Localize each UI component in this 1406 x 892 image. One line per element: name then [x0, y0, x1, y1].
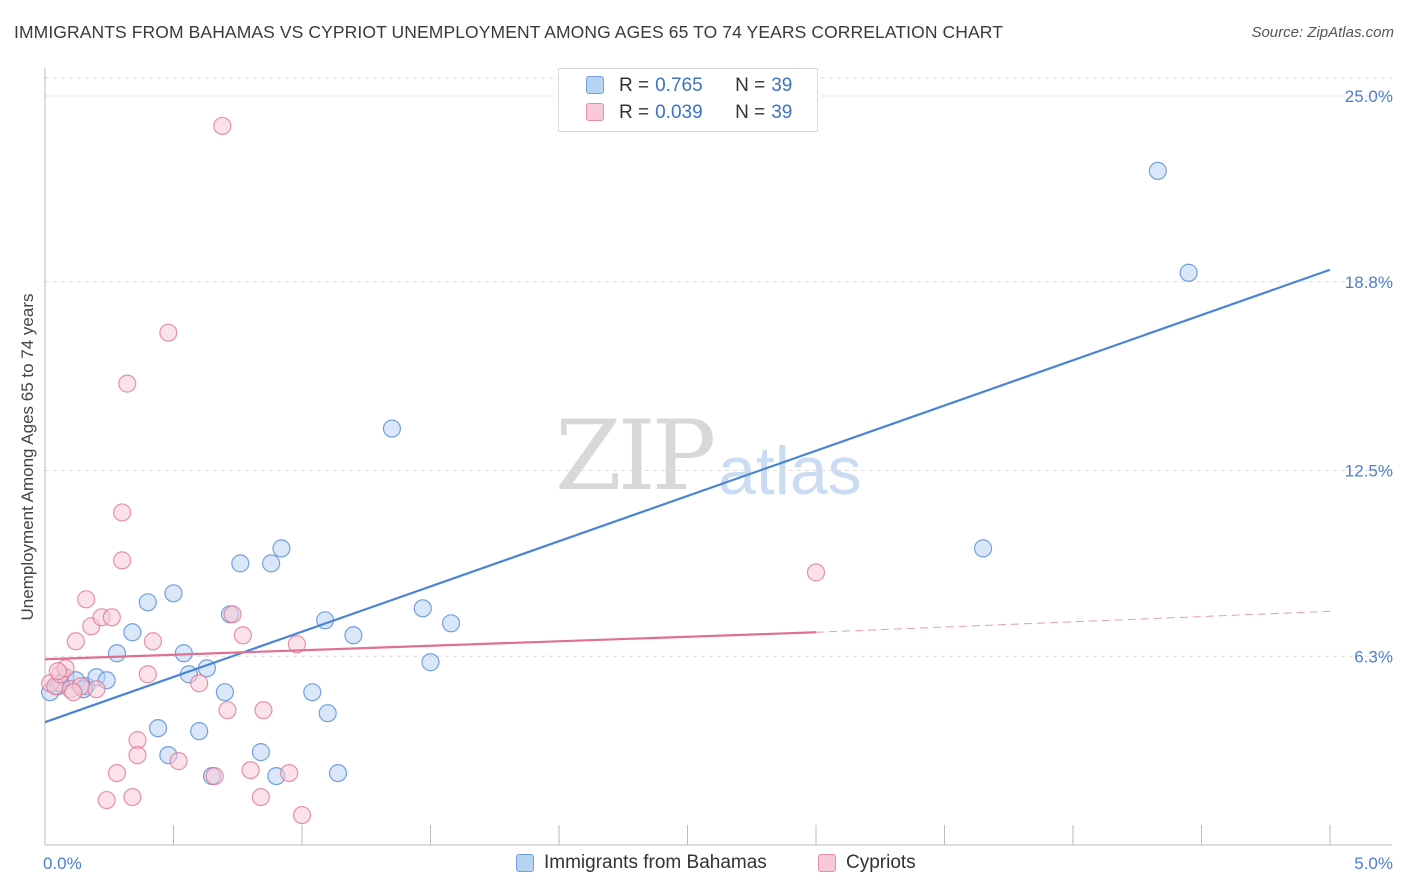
cypriot-point — [233, 626, 252, 645]
cypriot-point — [254, 701, 273, 720]
cypriot-point — [223, 605, 242, 624]
bottom-legend-cypriots: Cypriots — [818, 852, 916, 874]
y-tick-label: 18.8% — [1345, 273, 1393, 292]
bahamas-point — [421, 653, 440, 672]
y-tick-label: 25.0% — [1345, 87, 1393, 106]
legend-n-label: N = — [735, 75, 766, 96]
bottom-legend-label-cypriots: Cypriots — [846, 852, 916, 873]
cypriot-point — [213, 116, 232, 136]
cypriot-point — [280, 763, 299, 783]
bahamas-point — [107, 644, 127, 663]
bahamas-point — [318, 704, 337, 723]
bahamas-point — [382, 419, 402, 438]
legend-n-value: 39 — [771, 75, 793, 96]
source-label: Source: ZipAtlas.com — [1251, 24, 1394, 41]
legend-swatch-cypriots — [586, 103, 604, 121]
cypriot-point — [102, 608, 121, 627]
cypriot-point — [112, 551, 132, 570]
cypriot-point — [64, 683, 83, 702]
cypriot-point — [107, 763, 127, 783]
bahamas-point — [413, 599, 432, 618]
cypriot-trendline — [815, 610, 1331, 633]
x-tick-label: 5.0% — [1354, 854, 1393, 873]
bahamas-point — [272, 539, 291, 558]
watermark-zip: ZIP — [555, 400, 716, 512]
legend-r-label: R = — [619, 75, 650, 96]
x-tick-label: 0.0% — [43, 854, 82, 873]
correlation-legend: R = 0.765 N = 39 R = 0.039 N = 39 — [558, 68, 818, 132]
cypriot-point — [159, 323, 178, 342]
cypriot-point — [169, 752, 188, 771]
cypriot-point — [112, 503, 132, 522]
cypriot-point — [292, 805, 312, 825]
cypriot-point — [48, 662, 67, 681]
bahamas-point — [148, 719, 168, 738]
bahamas-point — [231, 554, 250, 573]
bahamas-trendline — [44, 268, 1331, 724]
bahamas-point — [262, 554, 281, 573]
bahamas-point — [190, 722, 209, 741]
cypriot-point — [66, 632, 85, 651]
cypriot-point — [218, 701, 237, 720]
cypriot-point — [190, 674, 209, 693]
bahamas-point — [441, 614, 461, 633]
bottom-legend-label-bahamas: Immigrants from Bahamas — [544, 852, 767, 873]
bahamas-point — [164, 584, 183, 603]
bahamas-point — [138, 593, 157, 612]
chart-title: IMMIGRANTS FROM BAHAMAS VS CYPRIOT UNEMP… — [14, 22, 1003, 42]
bahamas-point — [251, 743, 270, 762]
bottom-legend-bahamas: Immigrants from Bahamas — [516, 852, 767, 874]
legend-swatch-bahamas — [586, 76, 604, 94]
cypriot-point — [118, 374, 137, 393]
y-tick-label: 12.5% — [1345, 462, 1393, 481]
bahamas-point — [973, 539, 993, 558]
bahamas-point — [1148, 161, 1167, 180]
cypriot-point — [77, 590, 96, 609]
legend-r-value: 0.765 — [655, 75, 703, 96]
cypriot-point — [128, 746, 147, 765]
bottom-legend-swatch-bahamas — [516, 854, 534, 872]
y-tick-label: 6.3% — [1354, 647, 1393, 666]
cypriot-point — [87, 680, 106, 699]
cypriot-point — [806, 563, 826, 582]
cypriot-point — [241, 760, 260, 780]
bahamas-point — [1179, 263, 1198, 282]
cypriot-point — [251, 787, 270, 807]
cypriot-trendline — [44, 631, 817, 661]
legend-n-value: 39 — [771, 102, 793, 123]
cypriot-point — [138, 665, 157, 684]
legend-row-cypriots: R = 0.039 N = 39 — [586, 101, 793, 125]
bahamas-point — [344, 626, 363, 645]
legend-n-label: N = — [735, 102, 766, 123]
cypriot-point — [287, 635, 306, 654]
cypriot-point — [143, 632, 163, 651]
legend-row-bahamas: R = 0.765 N = 39 — [586, 74, 793, 98]
legend-r-value: 0.039 — [655, 102, 703, 123]
bahamas-point — [215, 683, 234, 702]
bahamas-point — [328, 763, 348, 783]
bottom-legend-swatch-cypriots — [818, 854, 836, 872]
cypriot-point — [205, 766, 224, 786]
legend-r-label: R = — [619, 102, 650, 123]
cypriot-point — [123, 787, 142, 807]
cypriot-point — [97, 790, 116, 810]
bahamas-point — [123, 623, 142, 642]
bahamas-point — [303, 683, 322, 702]
